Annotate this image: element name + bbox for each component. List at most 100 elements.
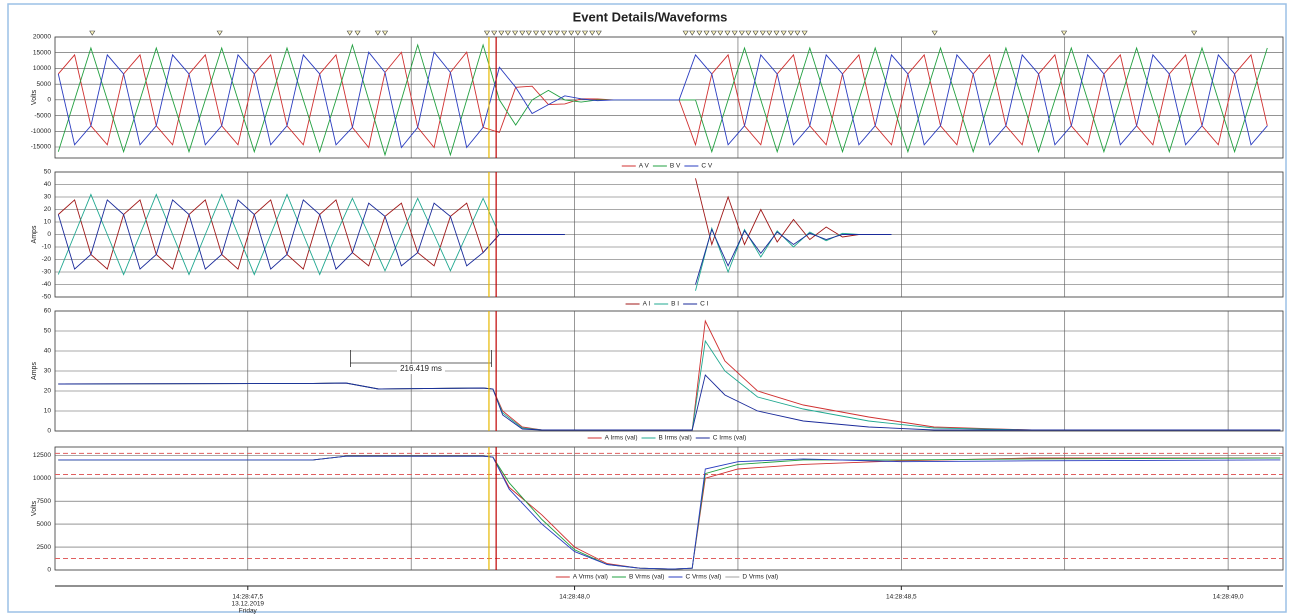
event-marker: [540, 30, 547, 36]
event-marker: [374, 30, 381, 36]
measure-label-bg: [396, 364, 445, 374]
event-marker: [532, 30, 540, 36]
date-label: 13.12.2019: [232, 601, 265, 608]
y-tick-label: -20: [42, 256, 52, 263]
event-marker: [710, 30, 717, 36]
y-tick-label: 40: [44, 181, 52, 188]
series-line: [58, 455, 1281, 570]
event-marker: [547, 30, 554, 36]
y-tick-label: 2500: [37, 544, 52, 551]
y-tick-label: -10000: [31, 128, 52, 135]
y-tick-label: 30: [44, 194, 52, 201]
y-tick-label: 5000: [37, 521, 52, 528]
event-marker: [794, 30, 801, 36]
legend-label: D Vrms (val): [742, 574, 778, 581]
series-line: [57, 199, 892, 285]
legend-label: B V: [670, 163, 681, 170]
y-tick-label: -5000: [34, 112, 51, 119]
legend-label: B Vrms (val): [629, 574, 665, 581]
legend: A Vrms (val) B Vrms (val) C Vrms (val) D Vr…: [555, 574, 778, 581]
y-tick-label: 20: [44, 206, 52, 213]
y-tick-label: 30: [44, 368, 52, 375]
legend-label: A Vrms (val): [573, 574, 608, 581]
legend: A Irms (val) B Irms (val) C Irms (val): [587, 435, 747, 442]
y-tick-label: 40: [44, 348, 52, 355]
event-marker: [89, 30, 96, 36]
event-marker: [581, 30, 589, 36]
event-marker: [745, 30, 752, 36]
event-marker: [773, 30, 780, 36]
event-marker: [568, 30, 575, 36]
y-tick-label: 20000: [33, 34, 51, 41]
event-marker: [519, 30, 526, 36]
event-marker: [553, 30, 560, 36]
title: Event Details/Waveforms: [573, 9, 728, 24]
event-marker: [766, 30, 773, 36]
legend-label: A Irms (val): [605, 435, 638, 442]
event-marker: [561, 30, 568, 36]
y-tick-label: 7500: [37, 498, 52, 505]
legend-label: C I: [700, 301, 709, 308]
y-tick-label: 0: [47, 97, 51, 104]
measure-label: 216.419 ms: [400, 364, 442, 373]
event-marker: [504, 30, 511, 36]
legend-label: B I: [671, 301, 679, 308]
event-marker: [483, 30, 491, 36]
event-marker: [738, 30, 745, 36]
event-marker: [381, 30, 389, 36]
event-marker: [717, 30, 724, 36]
legend-label: C Irms (val): [713, 435, 747, 442]
y-tick-label: -50: [42, 294, 52, 301]
event-marker: [346, 30, 353, 36]
y-tick-label: 5000: [37, 81, 52, 88]
x-tick-label: 14:28:47,5: [232, 594, 263, 601]
x-tick-label: 14:28:49,0: [1213, 594, 1244, 601]
event-marker: [703, 30, 710, 36]
event-marker: [759, 30, 766, 36]
y-tick-label: 10: [44, 408, 52, 415]
event-marker: [931, 30, 938, 36]
legend-label: B Irms (val): [659, 435, 692, 442]
event-marker: [696, 30, 703, 36]
y-tick-label: 0: [47, 428, 51, 435]
y-tick-label: 10: [44, 219, 52, 226]
y-tick-label: 0: [47, 567, 51, 574]
event-marker: [595, 30, 602, 36]
y-tick-label: 50: [44, 169, 52, 176]
event-marker: [787, 30, 794, 36]
event-marker: [801, 30, 808, 36]
x-tick-label: 14:28:48,0: [559, 594, 590, 601]
y-axis-label: Volts: [31, 89, 38, 105]
y-tick-label: 50: [44, 328, 52, 335]
y-tick-label: 10000: [33, 65, 51, 72]
event-marker: [682, 30, 689, 36]
event-marker: [216, 30, 223, 36]
y-axis-label: Amps: [31, 362, 38, 380]
y-tick-label: -40: [42, 281, 52, 288]
weekday-label: Friday: [239, 608, 258, 615]
event-marker: [689, 30, 696, 36]
plot-area: [54, 446, 1284, 571]
event-marker: [1191, 30, 1198, 36]
legend-label: A V: [639, 163, 650, 170]
legend-label: A I: [643, 301, 651, 308]
event-marker: [512, 30, 519, 36]
event-marker: [752, 30, 759, 36]
event-marker: [589, 30, 596, 36]
legend-label: C V: [701, 163, 713, 170]
y-tick-label: -10: [42, 244, 52, 251]
y-tick-label: 15000: [33, 49, 51, 56]
event-marker: [1061, 30, 1068, 36]
y-tick-label: 0: [47, 231, 51, 238]
y-tick-label: 10000: [33, 475, 51, 482]
event-marker: [731, 30, 738, 36]
y-tick-label: -30: [42, 269, 52, 276]
y-axis-label: Volts: [31, 500, 38, 516]
event-marker: [498, 30, 505, 36]
event-marker: [354, 30, 361, 36]
y-tick-label: 60: [44, 308, 52, 315]
legend-label: C Vrms (val): [685, 574, 721, 581]
event-marker: [780, 30, 787, 36]
